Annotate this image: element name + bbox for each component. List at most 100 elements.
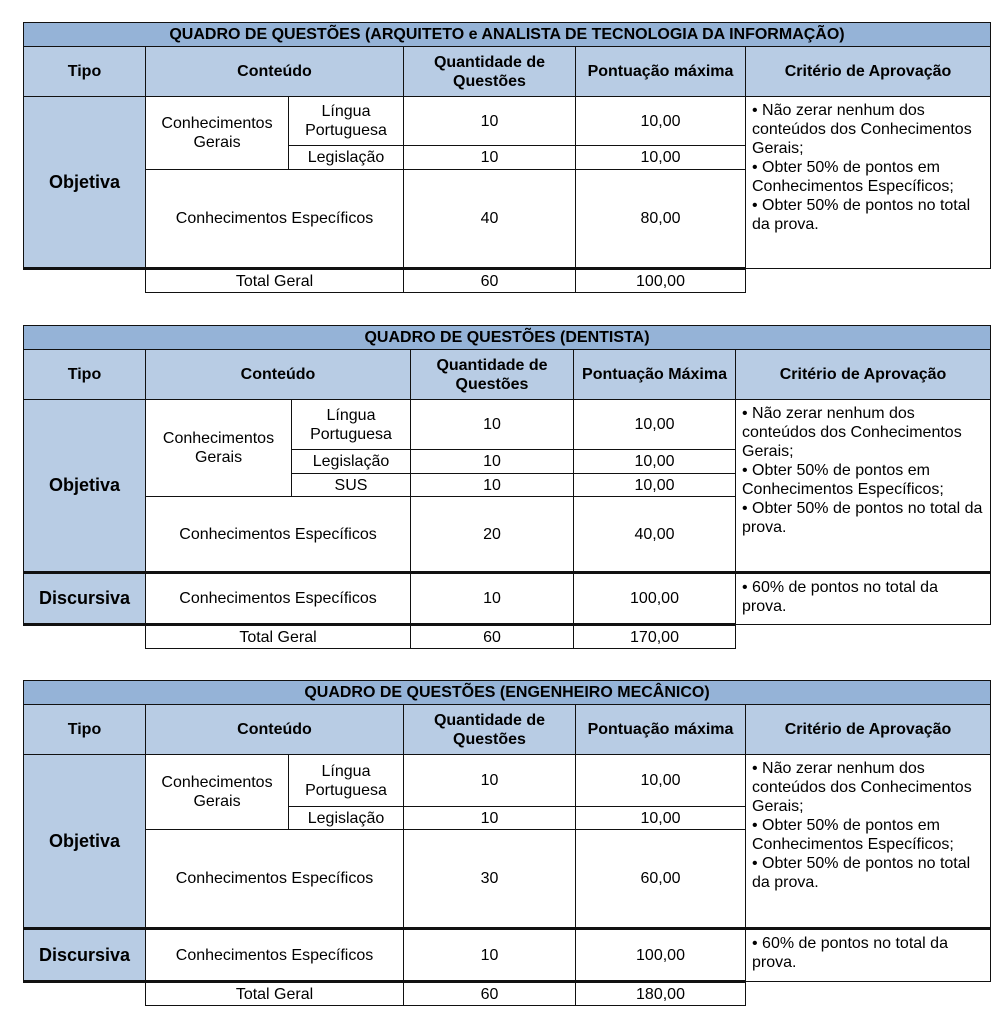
blank-cell [23, 623, 146, 649]
pontuacao-cell: 10,00 [573, 473, 736, 497]
quantidade-cell: 10 [410, 449, 574, 474]
header-conteudo: Conteúdo [145, 704, 404, 755]
criterio-item: • Obter 50% de pontos no total da prova. [752, 197, 971, 233]
header-criterio: Critério de Aprovação [735, 349, 991, 400]
conteudo-cell: Língua Portuguesa [288, 754, 404, 807]
conteudo-especificos: Conhecimentos Específicos [145, 496, 411, 573]
header-tipo: Tipo [23, 704, 146, 755]
pontuacao-cell: 10,00 [573, 449, 736, 474]
pontuacao-cell: 10,00 [575, 145, 746, 170]
total-label: Total Geral [145, 623, 411, 649]
total-label: Total Geral [145, 267, 404, 293]
tipo-objetiva: Objetiva [23, 754, 146, 929]
quantidade-cell: 20 [410, 496, 574, 573]
table-row: Objetiva Conhecimentos Gerais Língua Portu… [23, 96, 991, 269]
table-title: QUADRO DE QUESTÕES (DENTISTA) [23, 325, 991, 350]
criterio-item: • Não zerar nenhum dos conteúdos dos Con… [742, 405, 962, 460]
table-title: QUADRO DE QUESTÕES (ENGENHEIRO MECÂNICO) [23, 680, 991, 705]
pontuacao-cell: 100,00 [575, 927, 746, 982]
pontuacao-cell: 40,00 [573, 496, 736, 573]
table-row: Objetiva Conhecimentos Gerais Língua Portu… [23, 754, 991, 929]
questions-table: QUADRO DE QUESTÕES (DENTISTA) Tipo Conteúd… [23, 325, 991, 649]
conteudo-cell: Língua Portuguesa [291, 399, 411, 450]
conteudo-especificos: Conhecimentos Específicos [145, 571, 411, 625]
table-row: Legislação 10 10,00 [24, 145, 991, 170]
criterio-discursiva: • 60% de pontos no total da prova. [745, 927, 991, 982]
quantidade-cell: 10 [403, 754, 576, 807]
questions-table: QUADRO DE QUESTÕES (ENGENHEIRO MECÂNICO)… [23, 680, 991, 1006]
quantidade-cell: 10 [403, 96, 576, 146]
conteudo-cell: Língua Portuguesa [288, 96, 404, 146]
criterio-item: • Obter 50% de pontos no total da prova. [742, 500, 983, 536]
blank-cell [746, 269, 991, 293]
quantidade-cell: 10 [403, 145, 576, 170]
blank-cell [23, 267, 146, 293]
header-criterio: Critério de Aprovação [745, 46, 991, 97]
conteudo-especificos: Conhecimentos Específicos [145, 169, 404, 269]
header-pontuacao: Pontuação máxima [575, 704, 746, 755]
criterio-objetiva: • Não zerar nenhum dos conteúdos dos Con… [735, 399, 991, 573]
total-quantidade: 60 [403, 980, 576, 1006]
quantidade-cell: 10 [410, 473, 574, 497]
blank-cell [23, 980, 146, 1006]
header-criterio: Critério de Aprovação [745, 704, 991, 755]
quantidade-cell: 30 [403, 829, 576, 929]
table-row: SUS 10 10,00 [24, 473, 991, 497]
total-quantidade: 60 [403, 267, 576, 293]
total-pontuacao: 170,00 [573, 623, 736, 649]
quantidade-cell: 10 [410, 399, 574, 450]
criterio-item: • Obter 50% de pontos em Conhecimentos E… [752, 817, 954, 853]
blank-cell [746, 982, 991, 1006]
criterio-objetiva: • Não zerar nenhum dos conteúdos dos Con… [745, 754, 991, 929]
tipo-objetiva: Objetiva [23, 399, 146, 573]
conteudo-cell: Legislação [288, 806, 404, 830]
criterio-item: • Não zerar nenhum dos conteúdos dos Con… [752, 760, 972, 815]
header-quantidade: Quantidade de Questões [403, 704, 576, 755]
header-conteudo: Conteúdo [145, 46, 404, 97]
blank-cell [736, 625, 991, 649]
pontuacao-cell: 60,00 [575, 829, 746, 929]
header-quantidade: Quantidade de Questões [410, 349, 574, 400]
criterio-item: • Obter 50% de pontos no total da prova. [752, 855, 971, 891]
table-row: Objetiva Conhecimentos Gerais Língua Portu… [23, 399, 991, 573]
pontuacao-cell: 80,00 [575, 169, 746, 269]
header-quantidade: Quantidade de Questões [403, 46, 576, 97]
quantidade-cell: 10 [403, 806, 576, 830]
criterio-discursiva: • 60% de pontos no total da prova. [735, 571, 991, 625]
header-tipo: Tipo [23, 349, 146, 400]
table-row: Legislação 10 10,00 [24, 806, 991, 830]
tipo-discursiva: Discursiva [23, 927, 146, 982]
questions-table: QUADRO DE QUESTÕES (ARQUITETO e ANALISTA… [23, 22, 991, 293]
header-pontuacao: Pontuação máxima [575, 46, 746, 97]
header-conteudo: Conteúdo [145, 349, 411, 400]
conteudo-especificos: Conhecimentos Específicos [145, 829, 404, 929]
pontuacao-cell: 10,00 [575, 96, 746, 146]
table-row: Legislação 10 10,00 [24, 449, 991, 474]
total-pontuacao: 100,00 [575, 267, 746, 293]
group-conhecimentos-gerais: Conhecimentos Gerais [145, 96, 289, 170]
conteudo-cell: Legislação [288, 145, 404, 170]
quantidade-cell: 10 [403, 927, 576, 982]
criterio-objetiva: • Não zerar nenhum dos conteúdos dos Con… [745, 96, 991, 269]
group-conhecimentos-gerais: Conhecimentos Gerais [145, 754, 289, 830]
pontuacao-cell: 10,00 [573, 399, 736, 450]
tipo-discursiva: Discursiva [23, 571, 146, 625]
total-label: Total Geral [145, 980, 404, 1006]
criterio-item: • Não zerar nenhum dos conteúdos dos Con… [752, 102, 972, 157]
quantidade-cell: 10 [410, 571, 574, 625]
conteudo-cell: Legislação [291, 449, 411, 474]
tipo-objetiva: Objetiva [23, 96, 146, 269]
pontuacao-cell: 10,00 [575, 806, 746, 830]
pontuacao-cell: 10,00 [575, 754, 746, 807]
quantidade-cell: 40 [403, 169, 576, 269]
criterio-item: • Obter 50% de pontos em Conhecimentos E… [742, 462, 944, 498]
conteudo-cell: SUS [291, 473, 411, 497]
total-pontuacao: 180,00 [575, 980, 746, 1006]
header-pontuacao: Pontuação Máxima [573, 349, 736, 400]
total-quantidade: 60 [410, 623, 574, 649]
header-tipo: Tipo [23, 46, 146, 97]
conteudo-especificos: Conhecimentos Específicos [145, 927, 404, 982]
table-title: QUADRO DE QUESTÕES (ARQUITETO e ANALISTA… [23, 22, 991, 47]
group-conhecimentos-gerais: Conhecimentos Gerais [145, 399, 292, 497]
pontuacao-cell: 100,00 [573, 571, 736, 625]
